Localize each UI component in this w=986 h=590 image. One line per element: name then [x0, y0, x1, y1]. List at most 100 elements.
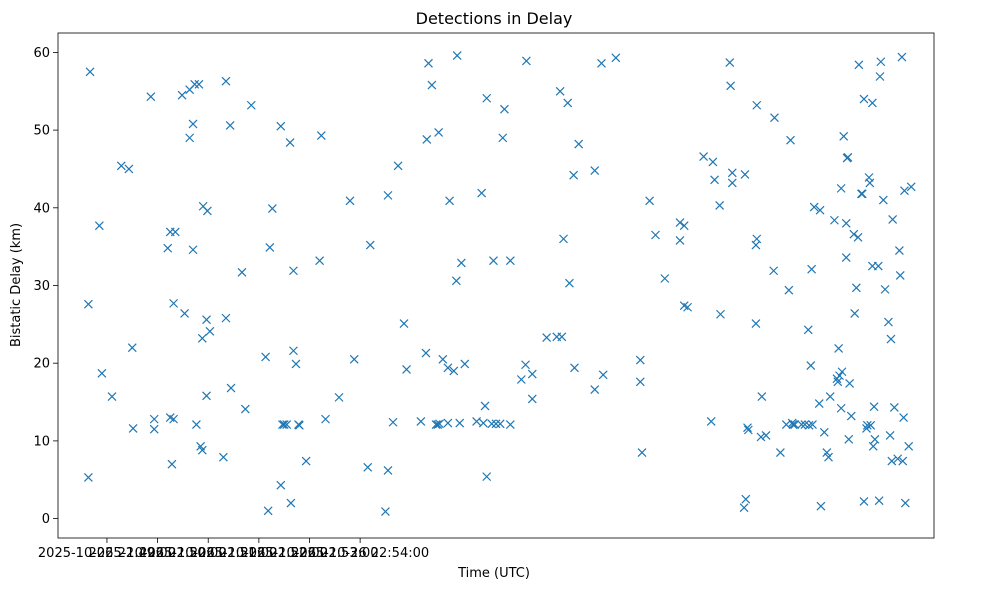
data-point [683, 302, 692, 312]
data-point [836, 183, 846, 193]
data-point [435, 419, 444, 429]
data-point [491, 419, 501, 429]
data-point [527, 394, 537, 404]
data-point [559, 234, 568, 244]
data-point [845, 378, 855, 388]
data-point [740, 169, 750, 179]
data-point [859, 94, 869, 104]
data-point [399, 319, 409, 328]
data-point [857, 189, 867, 199]
data-point [752, 234, 762, 244]
data-point [455, 418, 465, 428]
data-point [477, 188, 487, 198]
data-point [542, 333, 552, 342]
data-point [727, 168, 737, 178]
data-point [427, 80, 437, 90]
data-point [725, 58, 735, 67]
data-point [790, 420, 800, 429]
data-point [679, 221, 689, 231]
data-point [880, 284, 890, 294]
data-point [167, 459, 177, 469]
x-axis-label: Time (UTC) [457, 566, 530, 581]
data-point [294, 420, 304, 430]
data-point [291, 359, 301, 369]
data-point [660, 274, 670, 283]
data-point [804, 420, 814, 430]
data-point [875, 72, 885, 81]
data-point [555, 86, 565, 96]
data-point [169, 414, 179, 424]
data-point [402, 364, 411, 374]
data-point [752, 100, 762, 110]
data-point [889, 403, 899, 412]
data-point [276, 121, 286, 131]
data-point [388, 417, 398, 427]
data-point [416, 417, 426, 426]
data-point [854, 60, 864, 70]
data-point [824, 452, 833, 462]
data-point [381, 507, 390, 517]
data-point [191, 420, 201, 429]
data-point [590, 385, 600, 395]
chart-title: Detections in Delay [416, 9, 573, 28]
data-point [850, 309, 860, 318]
data-point [808, 420, 817, 429]
y-tick-label: 30 [33, 279, 50, 294]
data-point [480, 401, 490, 411]
data-point [267, 204, 277, 214]
data-point [202, 315, 211, 325]
data-point [434, 128, 444, 137]
data-point [710, 175, 720, 185]
data-point [741, 494, 751, 504]
x-tick-label: 2025-10-26 22:49:00 [38, 546, 176, 561]
data-point [177, 90, 187, 100]
data-point [835, 371, 844, 381]
data-point [775, 448, 785, 457]
data-point [431, 420, 441, 429]
data-point [885, 431, 895, 440]
data-point [149, 414, 159, 424]
data-point [645, 196, 655, 206]
y-tick-label: 40 [33, 201, 50, 216]
data-point [876, 57, 886, 67]
data-point [478, 418, 488, 428]
data-point [849, 229, 859, 239]
data-point [163, 243, 173, 253]
data-point [500, 104, 509, 114]
data-point [563, 98, 573, 108]
data-point [637, 448, 647, 457]
data-point [449, 366, 459, 376]
data-point [226, 383, 236, 393]
data-point [716, 309, 725, 319]
y-axis-label: Bistatic Delay (km) [9, 223, 24, 347]
data-point [786, 135, 795, 145]
data-point [597, 58, 606, 68]
data-point [727, 178, 737, 188]
data-point [188, 119, 198, 129]
data-point [190, 79, 200, 89]
data-point [451, 276, 461, 286]
data-point [321, 414, 330, 424]
data-point [445, 196, 455, 206]
data-point [893, 454, 903, 464]
data-point [836, 403, 846, 413]
data-point [888, 215, 898, 224]
data-point [843, 152, 853, 162]
data-point [807, 264, 817, 274]
data-point [221, 76, 231, 86]
data-point [751, 319, 761, 328]
data-point [289, 346, 298, 356]
data-point [590, 166, 600, 175]
data-point [315, 256, 325, 266]
data-point [363, 462, 373, 472]
data-point [202, 391, 211, 401]
data-point [866, 420, 876, 430]
data-point [611, 53, 621, 63]
data-point [221, 313, 231, 323]
y-tick-label: 50 [33, 124, 50, 139]
data-point [383, 465, 393, 475]
data-point [870, 434, 880, 444]
data-point [564, 278, 574, 288]
